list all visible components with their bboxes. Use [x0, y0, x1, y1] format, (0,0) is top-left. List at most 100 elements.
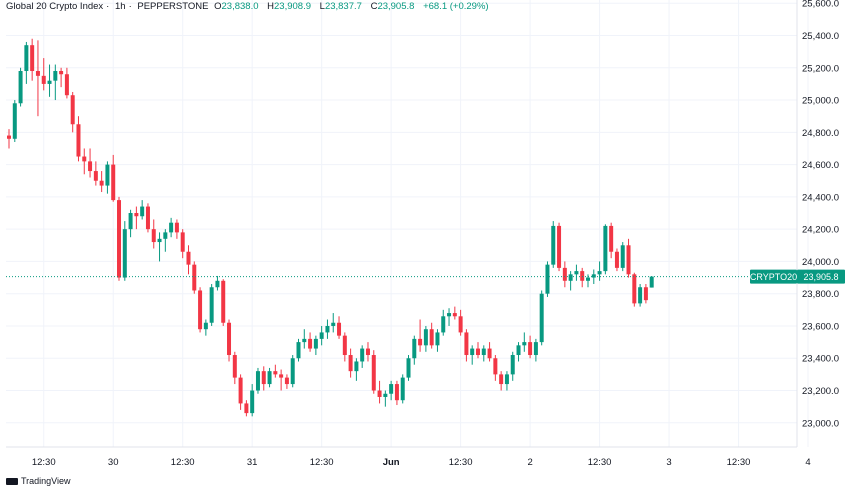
candle	[111, 154, 116, 202]
candle	[429, 322, 434, 349]
candle	[250, 384, 255, 417]
candle	[499, 371, 504, 391]
candle	[209, 284, 214, 326]
candle-body	[574, 271, 579, 275]
candle-body	[539, 293, 544, 343]
symbol-tag-label: CRYPTO20	[750, 272, 797, 282]
candle	[342, 332, 347, 362]
x-tick-label: 12:30	[449, 457, 473, 468]
candle	[435, 329, 440, 352]
candle-body	[111, 164, 116, 201]
candle	[406, 355, 411, 381]
candle	[82, 148, 87, 175]
candle-body	[35, 71, 40, 76]
candle	[377, 380, 382, 404]
candle-body	[296, 342, 301, 359]
candle	[302, 329, 307, 349]
legend-header: Global 20 Crypto Index · 1h · PEPPERSTONE …	[6, 1, 489, 12]
y-tick-label: 24,400.0	[802, 192, 839, 203]
x-tick-label: 30	[108, 457, 119, 468]
candle-body	[475, 348, 480, 356]
change-value: +68.1 (+0.29%)	[423, 1, 489, 12]
candle	[18, 67, 23, 107]
candle-body	[522, 342, 527, 346]
candle	[12, 100, 17, 143]
candle-body	[377, 390, 382, 397]
candle	[134, 206, 139, 230]
high-label: H	[267, 1, 275, 12]
candle-body	[30, 45, 35, 72]
candle-body	[643, 287, 648, 301]
candle	[464, 329, 469, 362]
candle	[597, 261, 602, 281]
watermark-text: TradingView	[21, 476, 71, 486]
candle	[632, 272, 637, 307]
candle	[643, 284, 648, 304]
candle-body	[59, 71, 64, 75]
low-label: L	[319, 1, 325, 12]
candle	[267, 367, 272, 388]
candle-body	[614, 251, 619, 268]
x-tick-label: 12:30	[588, 457, 612, 468]
candle	[365, 342, 370, 362]
candle	[296, 338, 301, 362]
candle-body	[82, 156, 87, 162]
candle-body	[429, 329, 434, 346]
candle	[70, 91, 75, 133]
candle-body	[609, 225, 614, 252]
x-tick-label: 12:30	[32, 457, 56, 468]
candle	[290, 355, 295, 388]
grid	[6, 0, 809, 448]
y-tick-label: 23,400.0	[802, 354, 839, 365]
candle-body	[186, 251, 191, 265]
candle	[7, 129, 11, 149]
candle-body	[70, 95, 75, 125]
candle	[638, 284, 643, 307]
candle-body	[360, 348, 365, 362]
y-tick-label: 25,200.0	[802, 63, 839, 74]
candle-body	[99, 180, 104, 186]
candle-body	[562, 267, 567, 281]
candle	[539, 290, 544, 346]
candle-body	[458, 316, 463, 333]
candle-body	[93, 171, 98, 181]
candle	[41, 58, 46, 91]
y-tick-label: 25,000.0	[802, 96, 839, 107]
candle	[59, 67, 64, 88]
candle	[308, 332, 313, 352]
candle	[273, 364, 278, 378]
candle	[279, 369, 284, 391]
candle-body	[302, 338, 307, 343]
candle-body	[632, 274, 637, 304]
candle-body	[638, 287, 643, 304]
candle-body	[261, 371, 266, 385]
y-tick-label: 23,000.0	[802, 418, 839, 429]
candle-body	[174, 222, 179, 233]
candle-body	[389, 384, 394, 394]
candle-body	[354, 361, 359, 372]
y-tick-label: 25,600.0	[802, 0, 839, 10]
candle-body	[394, 384, 399, 401]
candle	[99, 171, 104, 193]
candle-body	[134, 213, 139, 217]
y-tick-label: 24,200.0	[802, 225, 839, 236]
candle	[180, 229, 185, 259]
candle	[580, 267, 585, 288]
candle-body	[452, 313, 457, 317]
candle-body	[580, 271, 585, 281]
candle-body	[140, 206, 145, 217]
candle	[383, 390, 388, 407]
candle-body	[24, 45, 29, 72]
candle	[198, 287, 203, 333]
exchange: PEPPERSTONE	[137, 1, 209, 12]
last-price-tag-bg	[797, 269, 845, 284]
candle	[418, 319, 423, 352]
symbol-tag-bg	[750, 269, 797, 284]
candle-body	[117, 200, 122, 278]
tradingview-watermark[interactable]: TradingView	[6, 476, 71, 486]
candle	[145, 203, 150, 233]
candle-body	[151, 229, 156, 243]
candle-body	[47, 80, 52, 84]
candle	[24, 41, 29, 84]
